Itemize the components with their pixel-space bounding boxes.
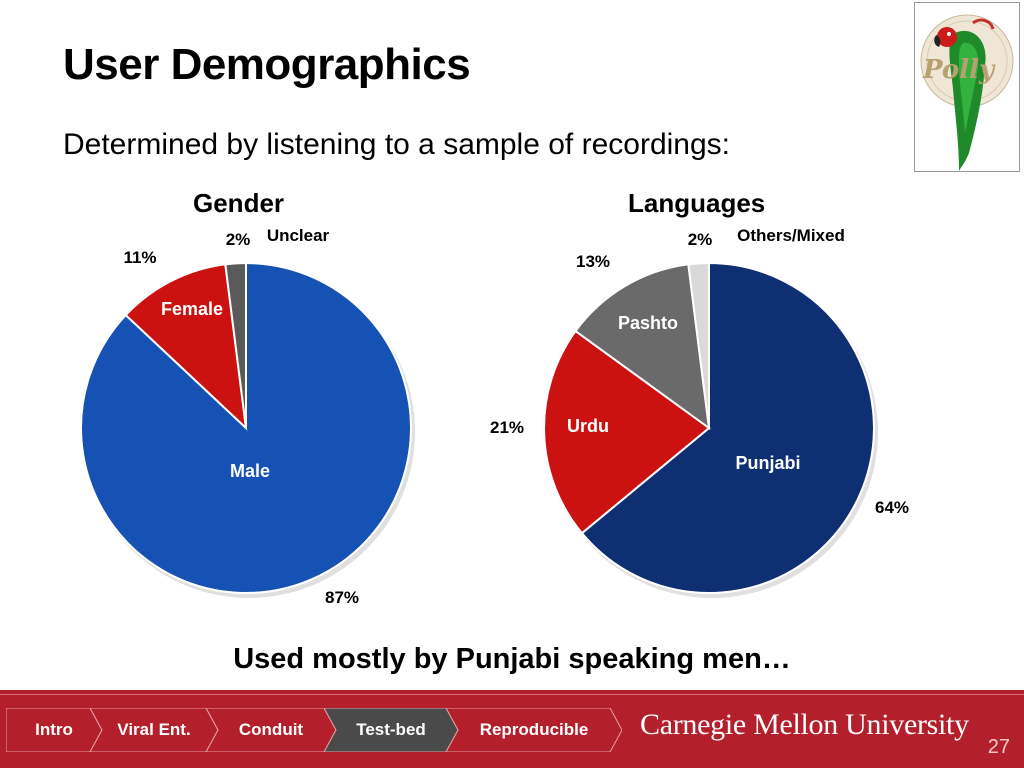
percent-label-punjabi: 64%: [875, 498, 909, 517]
page-number: 27: [987, 736, 1010, 758]
nav-item-viral-ent[interactable]: Viral Ent.: [90, 708, 218, 752]
slice-label-punjabi: Punjabi: [735, 453, 800, 473]
nav-chevron-icon: [324, 708, 458, 752]
percent-label-male: 87%: [325, 588, 359, 607]
nav-item-test-bed[interactable]: Test-bed: [324, 708, 458, 752]
section-nav: Intro Viral Ent. Conduit Test-bed Reprod…: [6, 708, 626, 752]
parrot-logo-icon: Polly: [914, 2, 1020, 172]
nav-chevron-icon: [206, 708, 336, 752]
slide-title: User Demographics: [63, 40, 471, 89]
nav-item-intro[interactable]: Intro: [6, 708, 102, 752]
outside-label-unclear: Unclear: [267, 226, 330, 245]
languages-chart-title: Languages: [628, 188, 766, 218]
pie-charts: Male 87% Female 11% 2% Unclear Punjabi 64% Urdu 2…: [80, 226, 909, 607]
nav-chevron-icon: [90, 708, 218, 752]
outside-label-others-mixed: Others/Mixed: [737, 226, 845, 245]
percent-label-others-mixed: 2%: [688, 230, 713, 249]
gender-chart-title: Gender: [193, 188, 285, 218]
slice-label-urdu: Urdu: [567, 416, 609, 436]
conclusion-text: Used mostly by Punjabi speaking men…: [233, 643, 791, 675]
cmu-wordmark: Carnegie Mellon University: [640, 708, 969, 741]
nav-label: Viral Ent.: [117, 720, 191, 739]
slice-label-pashto: Pashto: [618, 313, 678, 333]
languages-pie: Punjabi 64% Urdu 21% Pashto 13% 2% Others/Mixed: [490, 226, 909, 598]
slide-subtitle: Determined by listening to a sample of r…: [63, 128, 731, 161]
pie-rim: [543, 262, 875, 594]
slice-label-female: Female: [161, 299, 223, 319]
pie-rim: [80, 262, 412, 594]
footer-divider: [0, 694, 1024, 695]
nav-item-conduit[interactable]: Conduit: [206, 708, 336, 752]
nav-item-reproducible[interactable]: Reproducible: [446, 708, 622, 752]
nav-chevron-icon: [446, 708, 622, 752]
slice-label-male: Male: [230, 461, 270, 481]
gender-pie: Male 87% Female 11% 2% Unclear: [80, 226, 415, 607]
logo-text: Polly: [923, 55, 995, 85]
percent-label-pashto: 13%: [576, 252, 610, 271]
nav-label: Test-bed: [356, 720, 426, 739]
percent-label-urdu: 21%: [490, 418, 524, 437]
nav-label: Conduit: [238, 720, 304, 739]
percent-label-female: 11%: [123, 248, 156, 267]
percent-label-unclear: 2%: [226, 230, 251, 249]
nav-label: Reproducible: [479, 720, 589, 739]
nav-label: Intro: [35, 720, 73, 739]
